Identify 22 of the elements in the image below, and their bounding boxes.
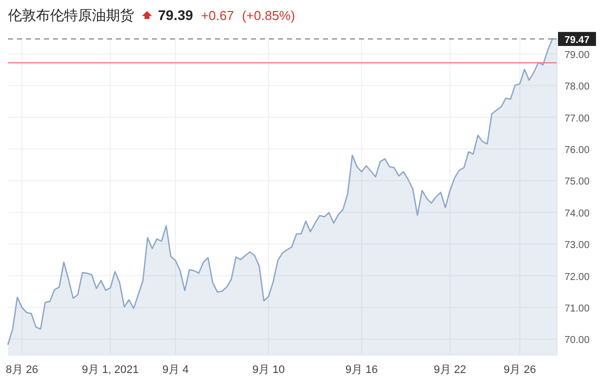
y-tick-label: 75.00 — [564, 176, 590, 188]
y-tick-label: 76.00 — [564, 144, 590, 156]
text: 79.39 — [158, 7, 194, 23]
y-tick-label: 79.00 — [564, 50, 590, 61]
y-tick-label: 73.00 — [564, 240, 590, 252]
ref-line-label: 79.47 — [564, 34, 590, 46]
title: 伦敦布伦特原油期货 — [8, 7, 134, 23]
y-tick-label: 77.00 — [564, 113, 590, 124]
text: (+0.85%) — [242, 8, 296, 23]
x-tick-label: 9月 10 — [252, 364, 285, 376]
y-tick-label: 78.00 — [564, 82, 590, 93]
y-tick-label: 72.00 — [564, 272, 590, 283]
y-tick-label: 74.00 — [564, 208, 590, 220]
x-tick-label: 9月 16 — [345, 364, 378, 376]
y-tick-label: 70.00 — [564, 335, 590, 346]
x-tick-label: 9月 4 — [162, 364, 189, 376]
y-tick-label: 71.00 — [564, 303, 590, 314]
x-tick-label: 9月 1, 2021 — [82, 364, 139, 376]
x-tick-label: 9月 22 — [434, 364, 466, 376]
text: +0.67 — [201, 8, 234, 23]
x-tick-label: 9月 26 — [504, 364, 536, 376]
x-tick-label: 8月 26 — [6, 364, 38, 376]
